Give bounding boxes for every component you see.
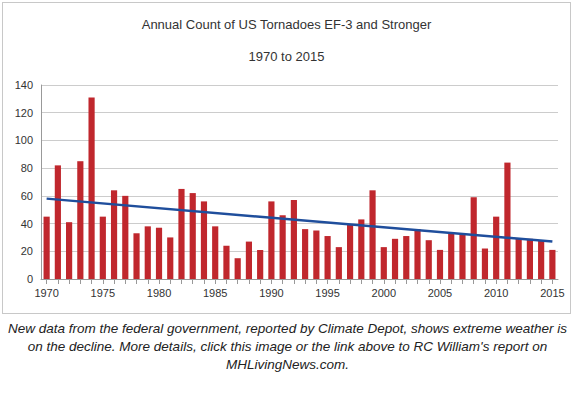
svg-text:20: 20 (21, 245, 33, 257)
svg-text:2015: 2015 (540, 287, 564, 299)
svg-text:1975: 1975 (91, 287, 115, 299)
svg-text:40: 40 (21, 218, 33, 230)
svg-text:0: 0 (27, 273, 33, 285)
svg-text:140: 140 (15, 79, 33, 91)
svg-text:1970: 1970 (34, 287, 58, 299)
svg-text:1970 to 2015: 1970 to 2015 (249, 49, 325, 64)
svg-text:120: 120 (15, 107, 33, 119)
svg-text:Annual Count of US Tornadoes E: Annual Count of US Tornadoes EF-3 and St… (142, 17, 432, 32)
svg-text:100: 100 (15, 134, 33, 146)
svg-text:80: 80 (21, 162, 33, 174)
svg-text:2005: 2005 (428, 287, 452, 299)
svg-text:1980: 1980 (147, 287, 171, 299)
svg-text:1990: 1990 (259, 287, 283, 299)
svg-text:2010: 2010 (484, 287, 508, 299)
svg-text:1995: 1995 (315, 287, 339, 299)
html-text:New data from the federal gove: New data from the federal government, re… (8, 321, 567, 372)
svg-text:60: 60 (21, 190, 33, 202)
svg-text:1985: 1985 (203, 287, 227, 299)
svg-text:2000: 2000 (372, 287, 396, 299)
